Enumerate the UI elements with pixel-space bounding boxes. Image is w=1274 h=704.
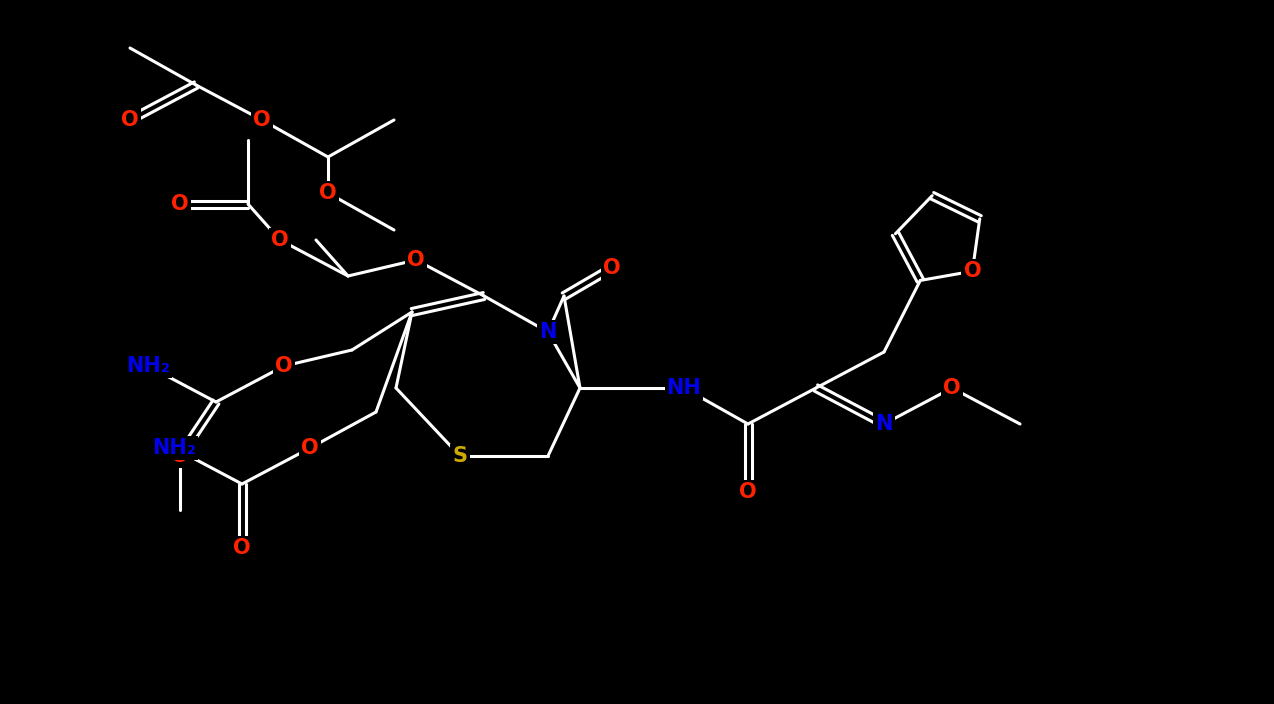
Text: NH: NH: [666, 378, 702, 398]
Text: O: O: [271, 230, 289, 250]
Text: O: O: [408, 250, 424, 270]
Text: N: N: [875, 414, 893, 434]
Text: O: O: [943, 378, 961, 398]
Text: O: O: [739, 482, 757, 502]
Text: N: N: [539, 322, 557, 342]
Text: O: O: [171, 194, 189, 214]
Text: O: O: [301, 438, 318, 458]
Text: O: O: [603, 258, 620, 278]
Text: O: O: [320, 183, 336, 203]
Text: O: O: [121, 110, 139, 130]
Text: NH₂: NH₂: [126, 356, 169, 376]
Text: O: O: [233, 538, 251, 558]
Text: O: O: [171, 446, 189, 466]
Text: S: S: [452, 446, 468, 466]
Text: NH₂: NH₂: [152, 438, 196, 458]
Text: O: O: [275, 356, 293, 376]
Text: O: O: [254, 110, 271, 130]
Text: O: O: [963, 261, 981, 282]
